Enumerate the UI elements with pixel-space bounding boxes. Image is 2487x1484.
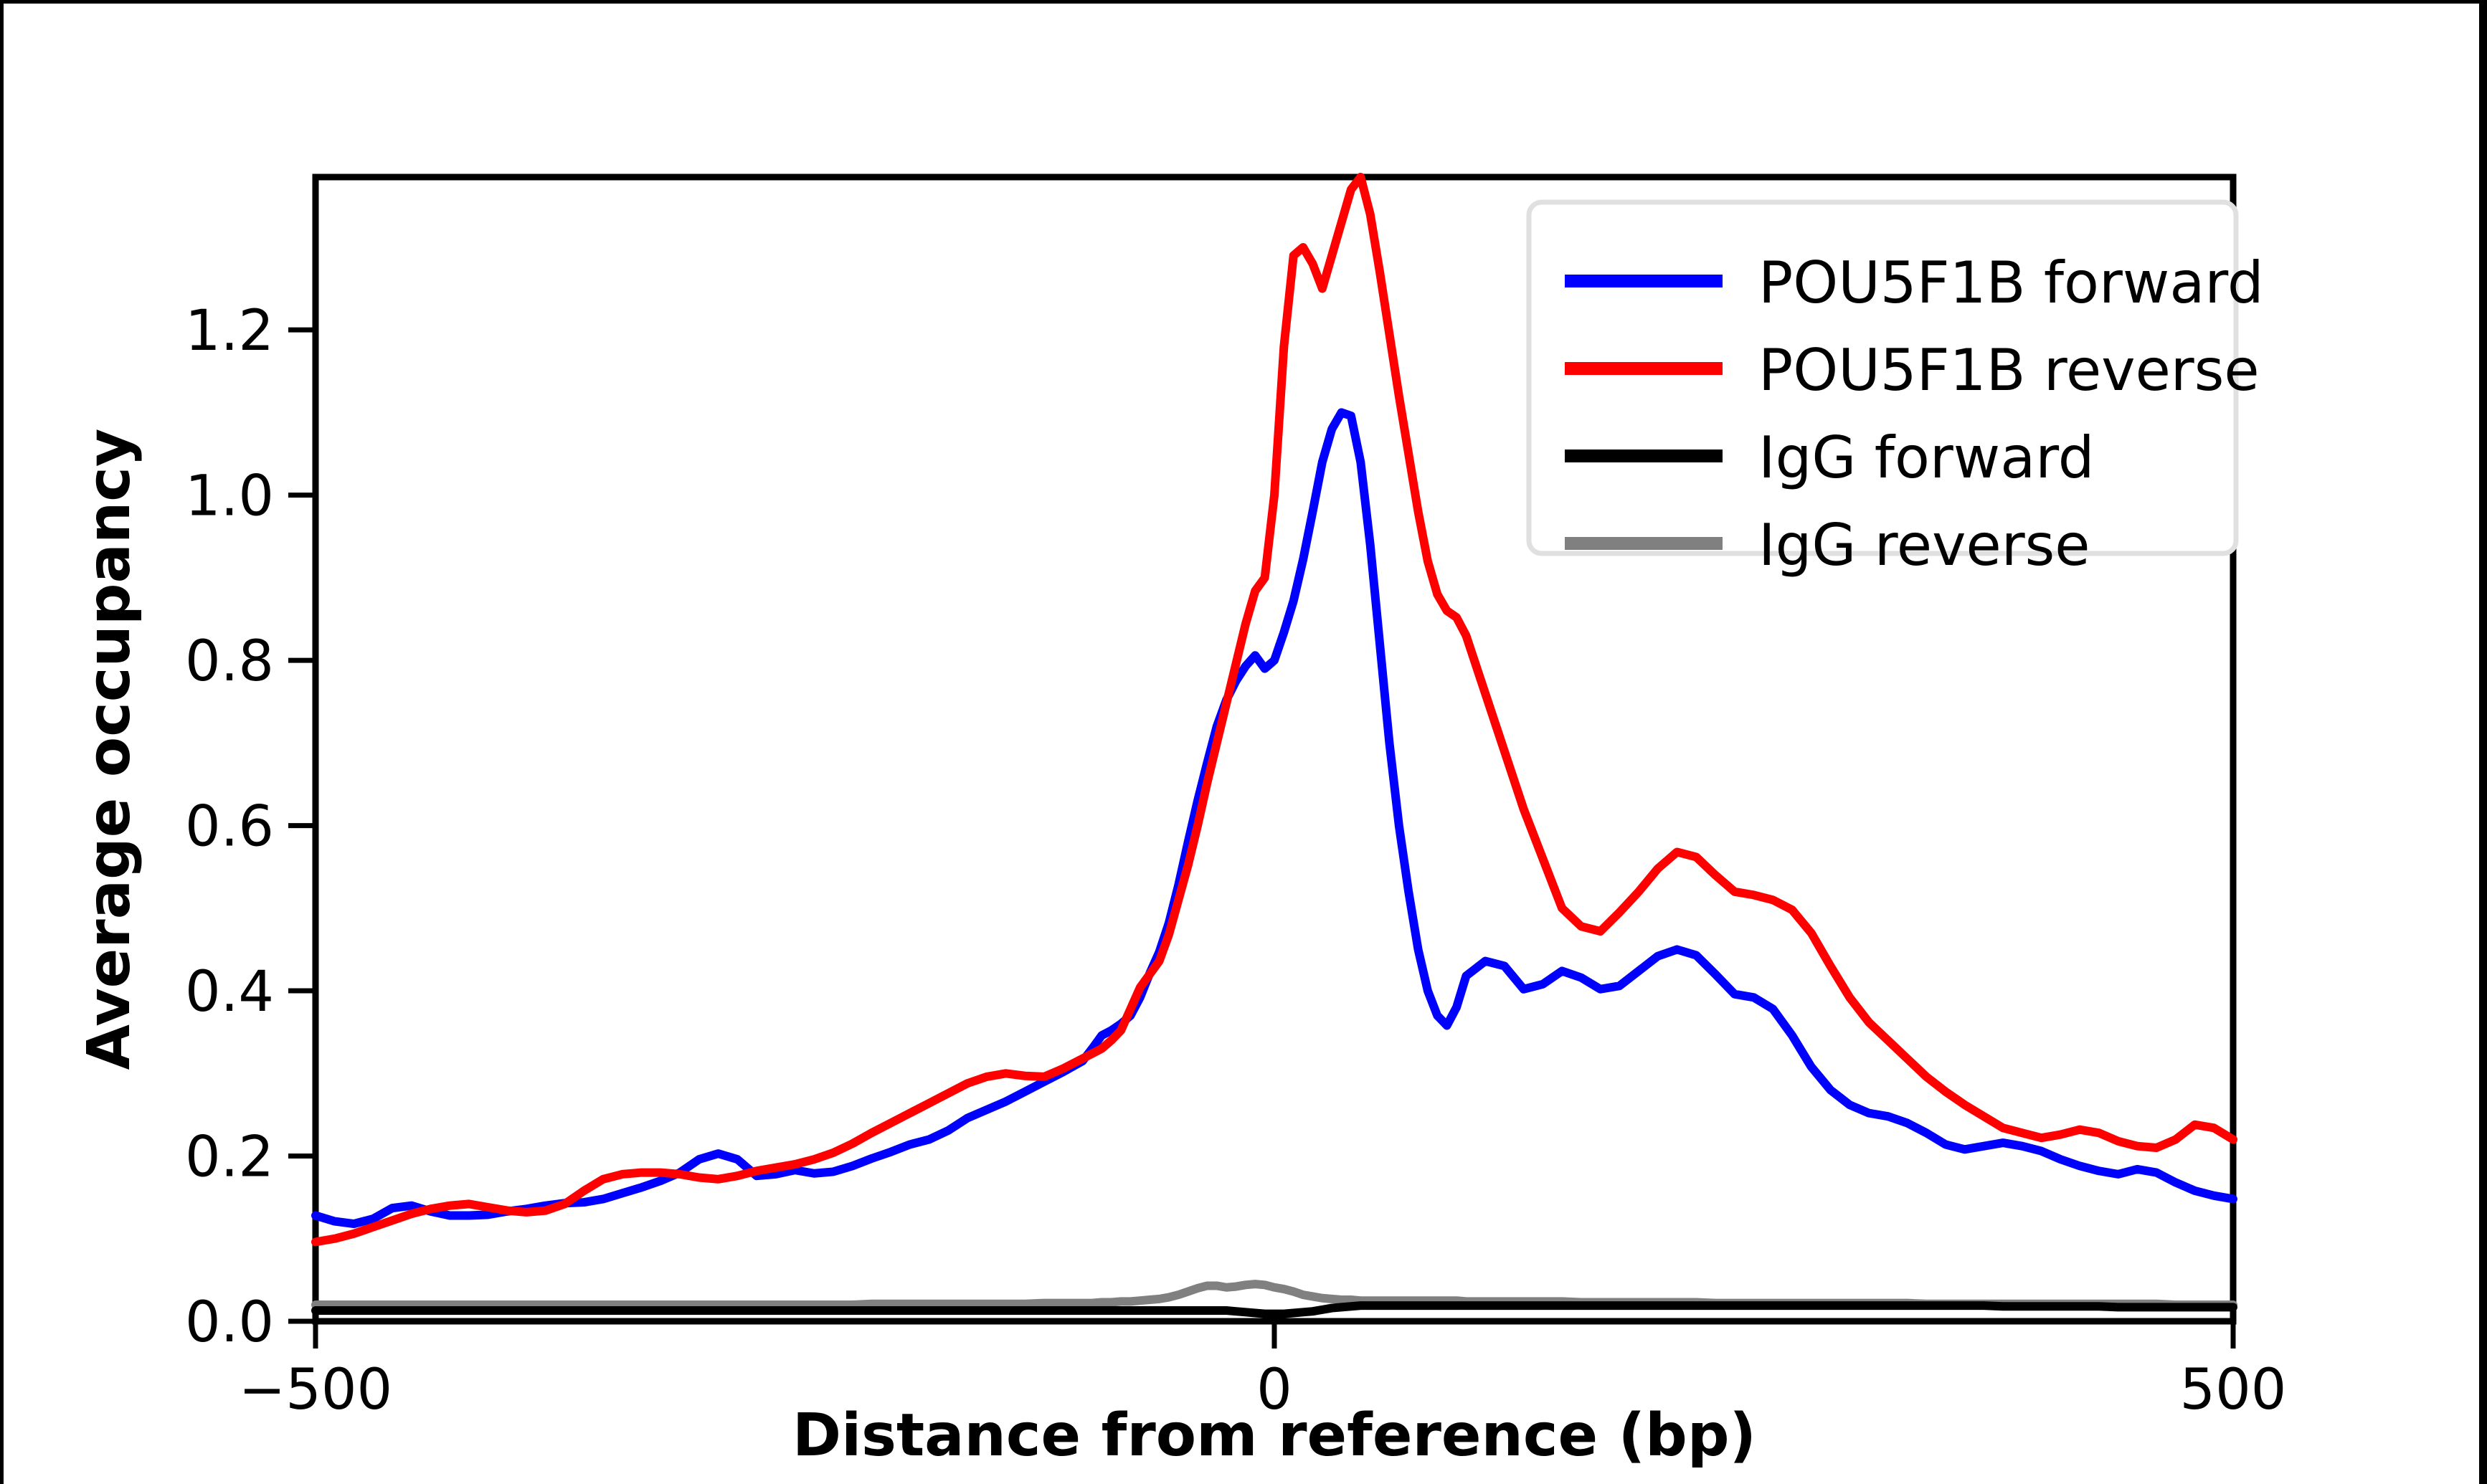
legend-items: POU5F1B forward POU5F1B reverse IgG forwar… bbox=[1565, 249, 2264, 579]
y-axis-title: Average occupancy bbox=[75, 429, 143, 1070]
y-axis-ticks: 0.0 0.2 0.4 0.6 0.8 1.0 1.2 bbox=[185, 299, 316, 1355]
y-tick-label: 0.6 bbox=[185, 795, 274, 860]
x-tick-label: 0 bbox=[1256, 1358, 1292, 1422]
y-tick-label: 0.2 bbox=[185, 1126, 274, 1190]
series-line-pou5f1b-reverse bbox=[311, 173, 2237, 1247]
y-tick-label: 0.8 bbox=[185, 629, 274, 694]
legend-label: POU5F1B reverse bbox=[1758, 337, 2260, 404]
y-tick-label: 0.0 bbox=[185, 1290, 274, 1355]
legend-label: POU5F1B forward bbox=[1758, 249, 2264, 316]
series-group bbox=[311, 173, 2237, 1318]
x-tick-label: −500 bbox=[239, 1358, 392, 1422]
series-line-igg-forward bbox=[311, 1301, 2237, 1318]
chart-legend: POU5F1B forward POU5F1B reverse IgG forwar… bbox=[1526, 199, 2264, 579]
x-tick-label: 500 bbox=[2180, 1358, 2287, 1422]
figure-left-border bbox=[0, 0, 4, 1484]
legend-label: IgG reverse bbox=[1758, 512, 2090, 579]
y-tick-label: 0.4 bbox=[185, 960, 274, 1024]
figure-right-border bbox=[2479, 0, 2487, 1484]
figure-top-border bbox=[0, 0, 2487, 4]
legend-box bbox=[1526, 199, 2239, 556]
x-axis-ticks: −500 0 500 bbox=[239, 1321, 2287, 1422]
y-tick-label: 1.2 bbox=[185, 299, 274, 363]
x-axis-title: Distance from reference (bp) bbox=[792, 1402, 1756, 1470]
legend-label: IgG forward bbox=[1758, 424, 2095, 491]
series-line-pou5f1b-forward bbox=[311, 408, 2237, 1229]
y-tick-label: 1.0 bbox=[185, 465, 274, 529]
